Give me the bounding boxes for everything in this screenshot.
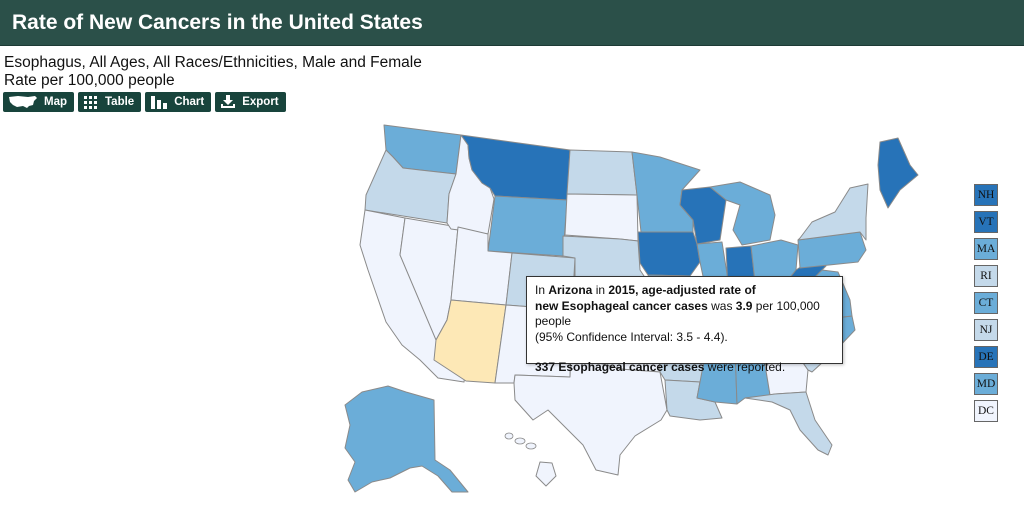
tooltip-state: Arizona (548, 283, 593, 297)
map-subtitle: Esophagus, All Ages, All Races/Ethniciti… (4, 54, 422, 90)
state-ia[interactable] (637, 231, 701, 277)
page-title: Rate of New Cancers in the United States (12, 11, 423, 34)
state-me[interactable] (877, 137, 919, 209)
tooltip-rate-line: new Esophageal cancer cases was 3.9 per … (535, 298, 820, 329)
grid-icon (84, 96, 97, 109)
tooltip-cases: 337 Esophageal cancer cases were reporte… (535, 360, 786, 374)
export-button[interactable]: Export (215, 92, 286, 112)
state-tooltip: In Arizona in 2015, age-adjusted rate of… (526, 276, 843, 374)
tooltip-confidence-interval: (95% Confidence Interval: 3.5 - 4.4). (535, 329, 728, 344)
view-toolbar: Map Table Chart Export (3, 92, 286, 112)
tooltip-cases-count: 337 (535, 360, 556, 374)
rate-unit: Rate per 100,000 people (4, 72, 175, 89)
tooltip-heading: In Arizona in 2015, age-adjusted rate of (535, 283, 756, 297)
chart-view-button[interactable]: Chart (145, 92, 212, 112)
state-sd[interactable] (564, 193, 639, 242)
state-box-md[interactable]: MD (974, 373, 998, 395)
state-box-de[interactable]: DE (974, 346, 998, 368)
state-box-nh[interactable]: NH (974, 184, 998, 206)
bar-chart-icon (151, 96, 168, 109)
tooltip-measure: new Esophageal cancer cases (535, 298, 708, 313)
tooltip-year: 2015 (608, 283, 636, 297)
filter-description: Esophagus, All Ages, All Races/Ethniciti… (4, 54, 422, 71)
state-box-dc[interactable]: DC (974, 400, 998, 422)
chart-view-label: Chart (174, 96, 205, 108)
download-icon (221, 95, 236, 108)
state-box-nj[interactable]: NJ (974, 319, 998, 341)
state-nd[interactable] (566, 149, 638, 196)
hawaii-island (525, 442, 537, 450)
state-box-vt[interactable]: VT (974, 211, 998, 233)
table-view-button[interactable]: Table (78, 92, 142, 112)
state-box-ma[interactable]: MA (974, 238, 998, 260)
tooltip-rate: 3.9 (735, 298, 753, 313)
hawaii-island (514, 437, 526, 445)
state-tx[interactable] (513, 326, 668, 476)
state-wy[interactable] (487, 195, 568, 257)
map-view-label: Map (44, 96, 67, 108)
title-bar: Rate of New Cancers in the United States (0, 0, 1024, 46)
state-ny[interactable] (797, 183, 869, 241)
export-label: Export (242, 96, 279, 108)
table-view-label: Table (105, 96, 135, 108)
us-map-icon (9, 96, 37, 108)
state-ak[interactable] (344, 385, 469, 493)
map-view-button[interactable]: Map (3, 92, 74, 112)
hawaii-island (504, 432, 514, 440)
state-box-ri[interactable]: RI (974, 265, 998, 287)
state-hi[interactable] (535, 461, 557, 487)
small-states-legend: NH VT MA RI CT NJ DE MD DC (974, 184, 998, 422)
state-fl[interactable] (744, 391, 833, 456)
state-box-ct[interactable]: CT (974, 292, 998, 314)
state-mi[interactable] (709, 181, 776, 246)
